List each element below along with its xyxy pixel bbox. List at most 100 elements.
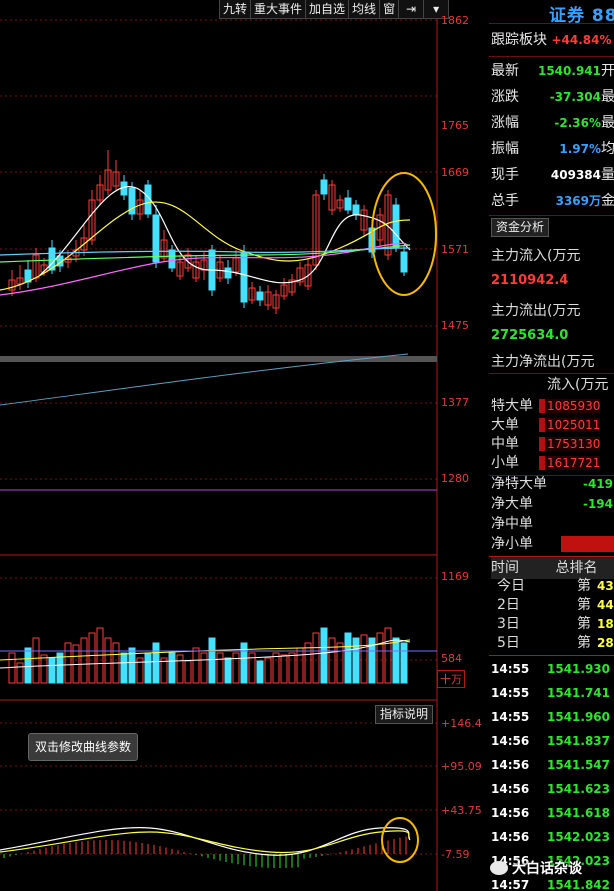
volume-bar: [240, 642, 248, 684]
volume-bar: [288, 652, 296, 684]
rank-num: 18: [597, 617, 614, 631]
candle-body: [168, 249, 176, 269]
track-sector-value: +44.84%: [551, 33, 612, 47]
net-order-row: 净小单: [491, 534, 613, 554]
tick-row: 14:57 1541.842: [491, 873, 610, 891]
rank-pos: 第: [577, 616, 591, 632]
volume-bar: [344, 632, 352, 684]
candle-body: [184, 254, 192, 269]
volume-unit-label: 十万: [437, 670, 465, 688]
tick-price: 1541.960: [547, 710, 611, 724]
rank-pos: 第: [577, 597, 591, 613]
quote-label: 总手: [491, 193, 519, 209]
quote-suffix: 金: [601, 193, 614, 209]
price-axis-label: 1862: [441, 14, 469, 27]
rank-num: 28: [597, 636, 614, 650]
net-order-label: 净中单: [491, 516, 533, 532]
tick-row: 14:56 1541.618: [491, 801, 610, 825]
candle-body: [272, 294, 280, 309]
tick-row: 14:55 1541.930: [491, 657, 610, 681]
rank-day: 今日: [497, 578, 525, 594]
net-order-row: 净中单: [491, 514, 613, 534]
volume-ma-line: [0, 639, 411, 669]
candle-body: [88, 199, 96, 241]
candle-body: [264, 291, 272, 306]
volume-bar: [152, 642, 160, 684]
candle-body: [352, 204, 360, 216]
tick-time: 14:56: [491, 830, 530, 844]
wechat-icon: [490, 861, 508, 875]
moving-average-button[interactable]: 均线: [348, 0, 381, 19]
volume-bar: [304, 642, 312, 684]
major-events-button[interactable]: 重大事件: [250, 0, 307, 19]
candle-body: [8, 279, 16, 291]
moving-average-line: [0, 242, 411, 296]
rank-day: 3日: [497, 616, 520, 632]
volume-bar: [328, 637, 336, 684]
order-label: 中单: [491, 436, 519, 452]
quote-suffix: 开: [601, 63, 614, 79]
rank-row: 2日 第 44: [491, 596, 614, 615]
track-sector-row[interactable]: 跟踪板块 +44.84%: [491, 29, 612, 51]
volume-bar: [32, 637, 40, 684]
volume-bar: [104, 637, 112, 684]
add-watchlist-button[interactable]: 加自选: [305, 0, 350, 19]
tick-time: 14:56: [491, 806, 530, 820]
tick-time: 14:56: [491, 734, 530, 748]
quote-value: 409384: [550, 168, 601, 182]
tick-price: 1542.023: [547, 854, 611, 868]
tab-fund-analysis[interactable]: 资金分析: [491, 218, 550, 237]
candle-body: [136, 199, 144, 215]
window-button[interactable]: 窗: [379, 0, 400, 19]
tick-price: 1542.023: [547, 830, 611, 844]
candle-body: [128, 187, 136, 215]
candle-body: [160, 239, 168, 259]
kline-chart[interactable]: [0, 0, 489, 891]
dropdown-triangle-icon[interactable]: ▾: [423, 0, 450, 19]
volume-bar: [368, 637, 376, 684]
tick-price: 1541.930: [547, 662, 611, 676]
rank-num: 44: [597, 598, 614, 612]
rank-day: 2日: [497, 597, 520, 613]
chart-toolbar: 九转 重大事件 加自选 均线 窗 ⇥ ▾: [219, 0, 450, 20]
tick-time: 14:55: [491, 710, 530, 724]
candle-body: [320, 179, 328, 195]
tick-time: 14:55: [491, 686, 530, 700]
volume-bar: [136, 657, 144, 684]
candle-body: [392, 204, 400, 249]
rank-header-rank: 总排名: [555, 560, 598, 576]
quote-value: 1.97%: [559, 142, 601, 156]
volume-bar: [256, 660, 264, 684]
indicator-help-button[interactable]: 指标说明: [375, 705, 434, 724]
tick-price: 1541.837: [547, 734, 611, 748]
candle-body: [400, 251, 408, 273]
volume-bar: [176, 654, 184, 684]
candle-body: [144, 184, 152, 215]
candle-body: [280, 284, 288, 297]
edit-curve-params-tooltip[interactable]: 双击修改曲线参数: [28, 733, 139, 761]
tick-row: 14:56 1541.623: [491, 777, 610, 801]
volume-bar: [120, 652, 128, 684]
jiuzhuan-button[interactable]: 九转: [219, 0, 252, 19]
volume-bar: [88, 632, 96, 684]
quote-label: 振幅: [491, 141, 519, 157]
price-axis-label: 1475: [441, 319, 469, 332]
candle-body: [376, 214, 384, 241]
tick-row: 14:56 1541.837: [491, 729, 610, 753]
candle-body: [344, 197, 352, 211]
volume-bar: [64, 642, 72, 684]
stock-title: 证券 88: [549, 6, 614, 26]
inflow-header: 流入(万元: [547, 377, 609, 393]
quote-label: 涨跌: [491, 89, 519, 105]
volume-bar: [224, 657, 232, 684]
quote-suffix: 最: [601, 89, 614, 105]
candle-body: [104, 169, 112, 191]
rank-row: 今日 第 43: [491, 577, 614, 596]
tick-price: 1541.623: [547, 782, 611, 796]
quote-value: 1540.941: [537, 64, 601, 78]
volume-bar: [392, 637, 400, 684]
exit-arrow-icon[interactable]: ⇥: [398, 0, 425, 19]
candle-body: [96, 184, 104, 201]
pane-separator: [0, 356, 437, 362]
volume-bar: [24, 647, 32, 684]
